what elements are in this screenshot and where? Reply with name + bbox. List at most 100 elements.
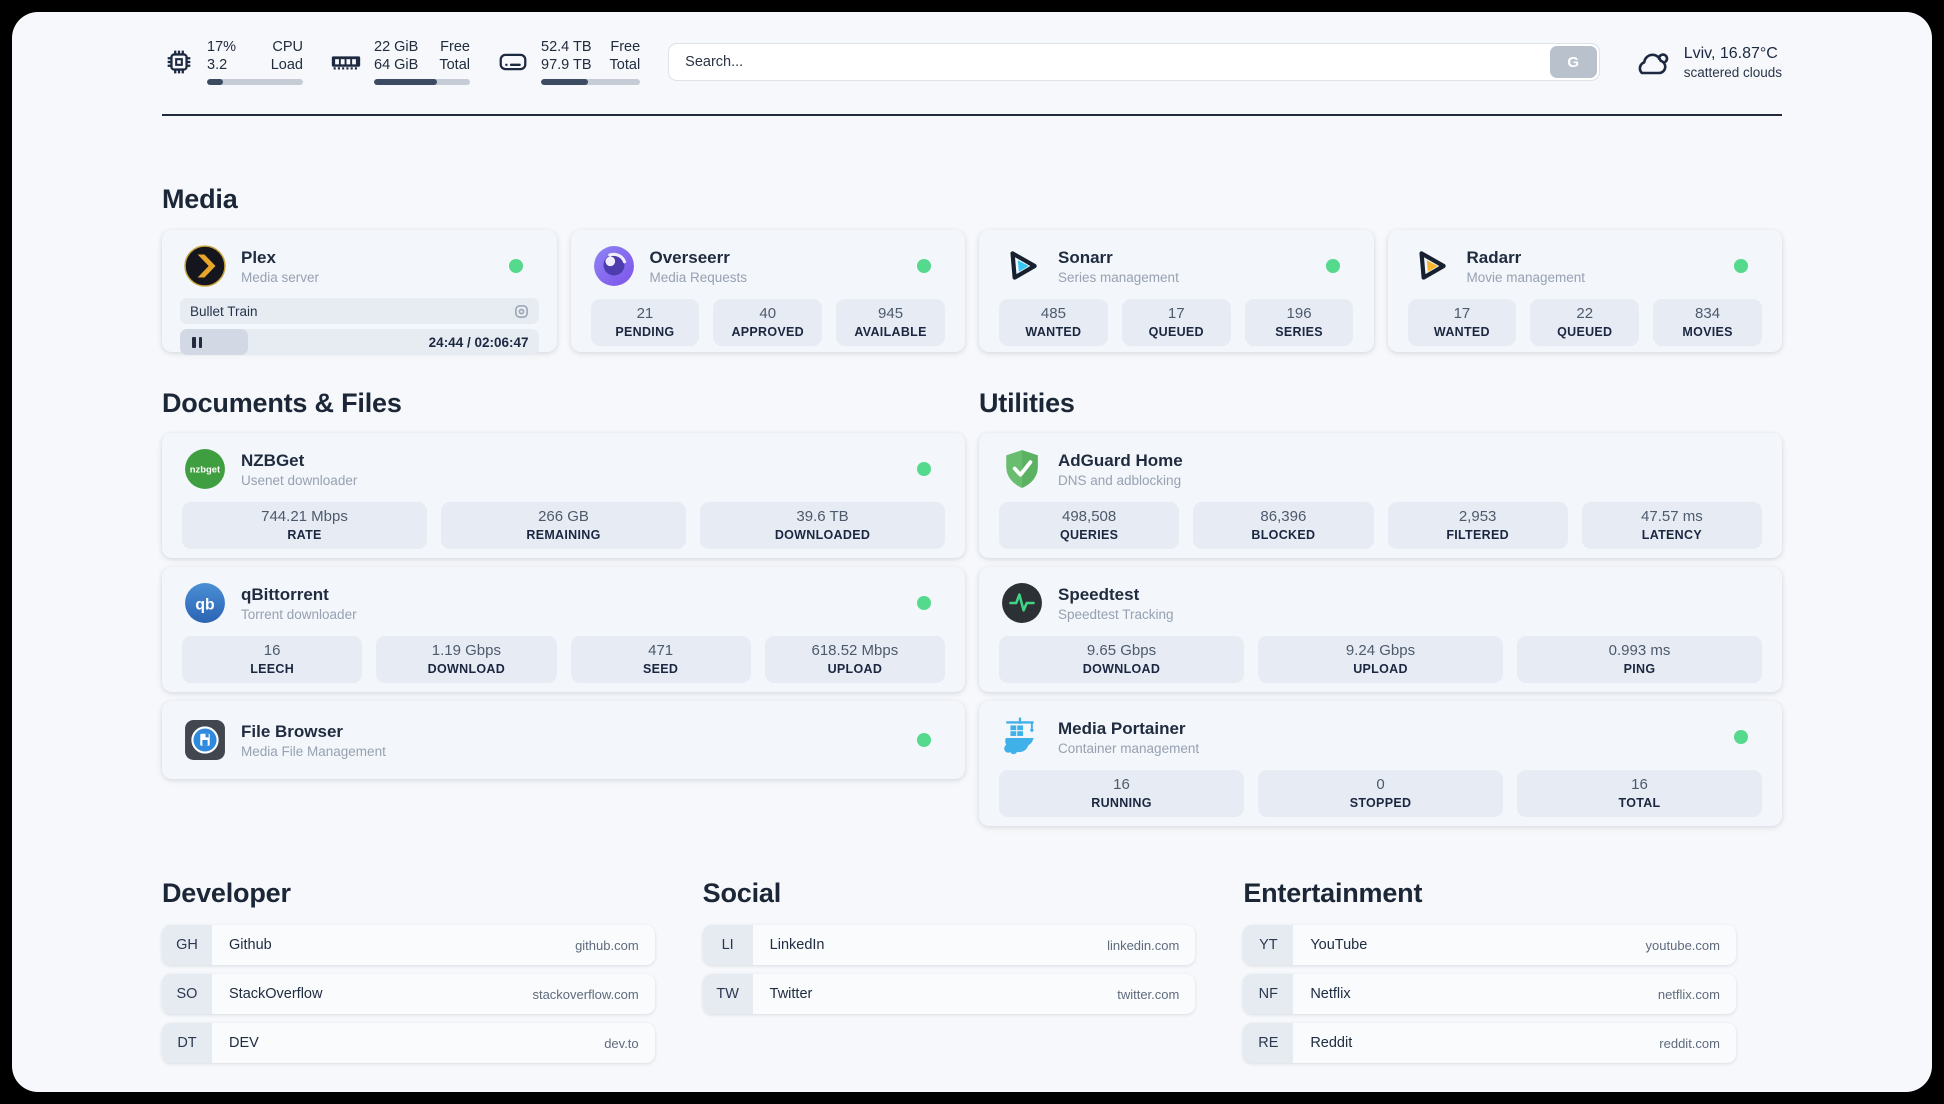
stat-box: 498,508 QUERIES: [999, 502, 1180, 549]
section-title-utilities: Utilities: [979, 388, 1075, 418]
stat-box: 9.24 Gbps UPLOAD: [1258, 636, 1503, 683]
link-url: linkedin.com: [1107, 937, 1180, 953]
link-row-dev[interactable]: DT DEV dev.to: [162, 1023, 655, 1063]
link-url: dev.to: [604, 1035, 639, 1051]
social-section: Social LI LinkedIn linkedin.com TW Twitt…: [702, 878, 1196, 1072]
link-url: reddit.com: [1659, 1035, 1720, 1051]
plex-card[interactable]: Plex Media server Bullet Train: [162, 230, 557, 355]
app-desc: Series management: [1058, 269, 1179, 285]
app-desc: Media server: [241, 269, 320, 285]
link-name: Reddit: [1310, 1035, 1353, 1051]
qbittorrent-icon: qb: [185, 583, 225, 623]
stat-box: 21 PENDING: [590, 299, 700, 346]
section-title-developer: Developer: [162, 878, 291, 908]
link-row-reddit[interactable]: RE Reddit reddit.com: [1243, 1023, 1736, 1063]
filebrowser-card[interactable]: File Browser Media File Management: [162, 701, 965, 779]
app-title: AdGuard Home: [1058, 450, 1183, 470]
radarr-icon: [1418, 251, 1446, 280]
stat-box: 266 GB REMAINING: [441, 502, 686, 549]
link-name: StackOverflow: [229, 986, 323, 1002]
section-title-social: Social: [702, 878, 782, 908]
adguard-card[interactable]: AdGuard Home DNS and adblocking 498,508 Q…: [979, 433, 1782, 558]
stat-box: 485 WANTED: [999, 299, 1108, 346]
app-desc: Container management: [1058, 740, 1200, 756]
stat-box: 2,953 FILTERED: [1387, 502, 1568, 549]
pause-icon[interactable]: [192, 336, 202, 348]
search-input[interactable]: [668, 43, 1600, 81]
topbar: 17% 3.2 CPU Load 22 GiB 64 Gi: [162, 34, 1782, 90]
status-dot: [1325, 259, 1340, 273]
app-title: Plex: [241, 247, 276, 267]
adguard-icon: [1006, 450, 1038, 488]
session-icon[interactable]: [514, 304, 529, 319]
app-desc: Media Requests: [649, 269, 748, 285]
status-dot: [508, 259, 523, 273]
playback-time: 24:44 / 02:06:47: [428, 334, 529, 350]
section-title-documents: Documents & Files: [162, 388, 402, 418]
ram-widget: 22 GiB 64 GiB Free Total: [329, 39, 470, 86]
stat-box: 40 APPROVED: [713, 299, 823, 346]
status-dot: [917, 596, 931, 610]
link-row-youtube[interactable]: YT YouTube youtube.com: [1243, 925, 1736, 965]
status-dot: [917, 259, 931, 273]
link-row-netflix[interactable]: NF Netflix netflix.com: [1243, 974, 1736, 1014]
link-tag: NF: [1243, 974, 1294, 1014]
dashboard-panel: 17% 3.2 CPU Load 22 GiB 64 Gi: [12, 12, 1932, 1092]
stat-box: 16 LEECH: [182, 636, 363, 683]
stat-box: 22 QUEUED: [1530, 299, 1640, 346]
qbittorrent-card[interactable]: qb qBittorrent Torrent downloader 16 LEEC…: [162, 567, 965, 692]
ram-icon: [331, 56, 361, 70]
portainer-card[interactable]: Media Portainer Container management 16 R…: [979, 701, 1782, 826]
link-tag: SO: [162, 974, 212, 1014]
nzbget-card[interactable]: nzbget NZBGet Usenet downloader 744.21 M…: [162, 433, 965, 558]
filebrowser-icon: [185, 720, 225, 760]
link-row-github[interactable]: GH Github github.com: [162, 925, 655, 965]
stat-box: 744.21 Mbps RATE: [182, 502, 427, 549]
link-url: stackoverflow.com: [532, 986, 639, 1002]
stat-box: 16 RUNNING: [999, 770, 1244, 817]
search-provider-button[interactable]: G: [1549, 46, 1597, 78]
playback-progress: [180, 329, 249, 355]
status-dot: [917, 462, 931, 476]
app-title: qBittorrent: [241, 584, 329, 604]
link-url: youtube.com: [1645, 937, 1720, 953]
app-desc: Media File Management: [241, 743, 386, 759]
status-dot: [917, 733, 931, 747]
link-row-stackoverflow[interactable]: SO StackOverflow stackoverflow.com: [162, 974, 655, 1014]
sonarr-card[interactable]: Sonarr Series management 485 WANTED 17 QUE…: [979, 230, 1374, 352]
stat-box: 0.993 ms PING: [1517, 636, 1762, 683]
link-url: github.com: [575, 937, 639, 953]
cloud-icon: [1638, 53, 1668, 75]
app-desc: Speedtest Tracking: [1058, 606, 1174, 622]
weather-widget: Lviv, 16.87°C scattered clouds: [1632, 45, 1782, 80]
app-desc: DNS and adblocking: [1058, 472, 1182, 488]
link-row-twitter[interactable]: TW Twitter twitter.com: [702, 974, 1196, 1014]
stat-box: 1.19 Gbps DOWNLOAD: [376, 636, 557, 683]
status-dot: [1734, 259, 1748, 273]
documents-column: Documents & Files nzbget NZBGet Usenet d…: [162, 388, 965, 826]
link-row-linkedin[interactable]: LI LinkedIn linkedin.com: [702, 925, 1196, 965]
svg-text:nzbget: nzbget: [190, 465, 221, 476]
link-name: LinkedIn: [769, 937, 825, 953]
radarr-card[interactable]: Radarr Movie management 17 WANTED 22 QUEUE…: [1387, 230, 1782, 352]
app-title: Overseerr: [649, 247, 730, 267]
app-title: Media Portainer: [1058, 718, 1186, 738]
link-tag: RE: [1243, 1023, 1294, 1063]
link-name: Twitter: [769, 986, 813, 1002]
cpu-progress-bar: [207, 79, 303, 86]
link-url: netflix.com: [1657, 986, 1720, 1002]
speedtest-icon: [1002, 583, 1042, 623]
overseerr-card[interactable]: Overseerr Media Requests 21 PENDING 40 APP…: [570, 230, 965, 352]
stat-box: 17 QUEUED: [1121, 299, 1231, 346]
speedtest-card[interactable]: Speedtest Speedtest Tracking 9.65 Gbps DO…: [979, 567, 1782, 692]
stat-box: 39.6 TB DOWNLOADED: [700, 502, 945, 549]
link-url: twitter.com: [1117, 986, 1180, 1002]
link-tag: TW: [702, 974, 753, 1014]
disk-icon: [499, 53, 527, 71]
weather-condition: scattered clouds: [1683, 64, 1782, 80]
playback-row: 24:44 / 02:06:47: [180, 329, 539, 355]
entertainment-section: Entertainment YT YouTube youtube.com NF …: [1243, 878, 1736, 1072]
nzbget-icon: nzbget: [185, 449, 225, 489]
stat-box: 196 SERIES: [1244, 299, 1354, 346]
app-title: Speedtest: [1058, 584, 1140, 604]
